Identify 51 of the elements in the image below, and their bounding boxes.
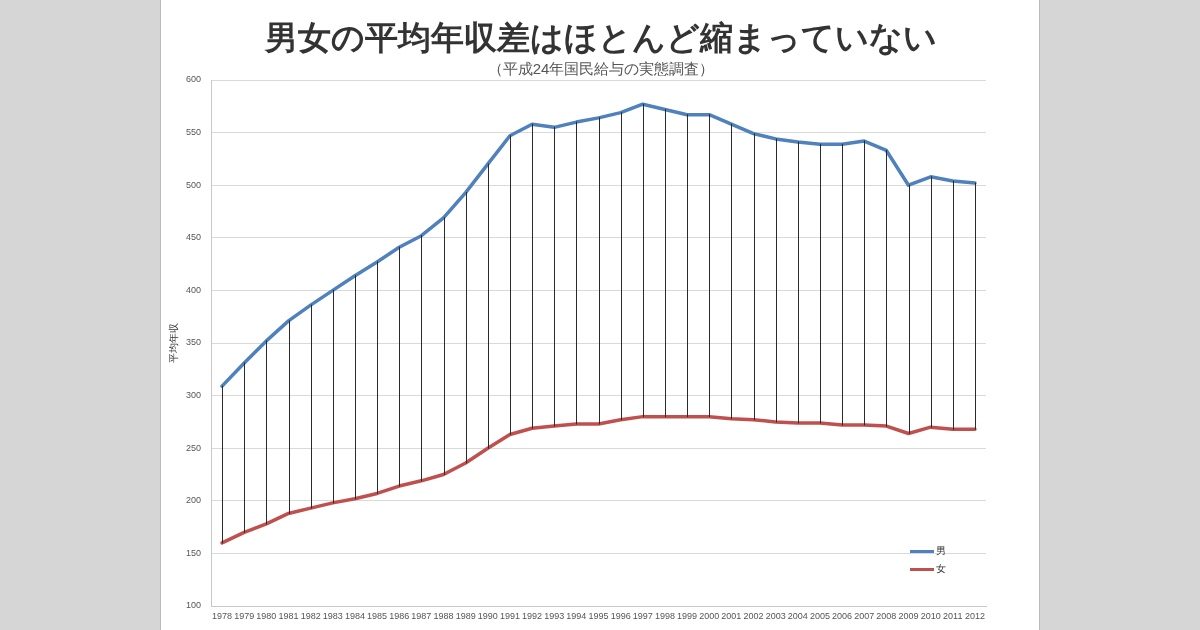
- x-tick-label: 1989: [455, 610, 476, 621]
- x-tick-label: 1997: [632, 610, 653, 621]
- y-tick-label: 100: [185, 600, 201, 611]
- x-tick-label: 1982: [300, 610, 321, 621]
- x-tick-label: 1984: [344, 610, 365, 621]
- x-tick-label: 2012: [964, 610, 985, 621]
- x-tick-label: 1995: [588, 610, 609, 621]
- x-tick-label: 1996: [610, 610, 631, 621]
- x-tick-label: 2009: [898, 610, 919, 621]
- x-tick-label: 1990: [477, 610, 498, 621]
- legend-label: 男: [936, 544, 946, 558]
- x-tick-label: 1983: [322, 610, 343, 621]
- x-tick-label: 1981: [278, 610, 299, 621]
- y-tick-label: 600: [185, 74, 201, 85]
- legend-label: 女: [936, 562, 946, 576]
- x-tick-label: 2010: [920, 610, 941, 621]
- y-tick-label: 250: [185, 442, 201, 453]
- y-tick-label: 350: [185, 337, 201, 348]
- x-tick-label: 1979: [234, 610, 255, 621]
- x-tick-label: 1986: [389, 610, 410, 621]
- y-axis-title: 平均年収: [167, 323, 179, 363]
- x-tick-label: 1992: [522, 610, 543, 621]
- y-tick-label: 550: [185, 127, 201, 138]
- x-tick-label: 1978: [212, 610, 233, 621]
- x-tick-label: 1993: [544, 610, 565, 621]
- y-tick-label: 450: [185, 232, 201, 243]
- x-tick-label: 1988: [433, 610, 454, 621]
- y-tick-label: 400: [185, 284, 201, 295]
- x-tick-label: 1998: [654, 610, 675, 621]
- x-tick-label: 1999: [677, 610, 698, 621]
- x-tick-label: 2001: [721, 610, 742, 621]
- x-tick-label: 2006: [832, 610, 853, 621]
- x-tick-label: 2011: [943, 610, 963, 621]
- x-tick-label: 1980: [256, 610, 277, 621]
- x-tick-label: 1985: [367, 610, 388, 621]
- x-tick-label: 1994: [566, 610, 587, 621]
- chart-title: 男女の平均年収差はほとんど縮まっていない: [263, 18, 938, 58]
- chart-subtitle: （平成24年国民給与の実態調査）: [487, 60, 715, 77]
- y-tick-label: 300: [185, 390, 201, 401]
- x-tick-label: 2007: [854, 610, 875, 621]
- x-tick-label: 2008: [876, 610, 897, 621]
- y-tick-label: 200: [185, 495, 201, 506]
- x-tick-label: 2003: [765, 610, 786, 621]
- y-tick-label: 500: [185, 179, 201, 190]
- x-tick-label: 1987: [411, 610, 432, 621]
- x-tick-label: 2002: [743, 610, 764, 621]
- x-tick-label: 2005: [809, 610, 830, 621]
- y-tick-label: 150: [185, 547, 201, 558]
- x-tick-label: 2000: [699, 610, 720, 621]
- x-tick-label: 2004: [787, 610, 808, 621]
- x-tick-label: 1991: [499, 610, 520, 621]
